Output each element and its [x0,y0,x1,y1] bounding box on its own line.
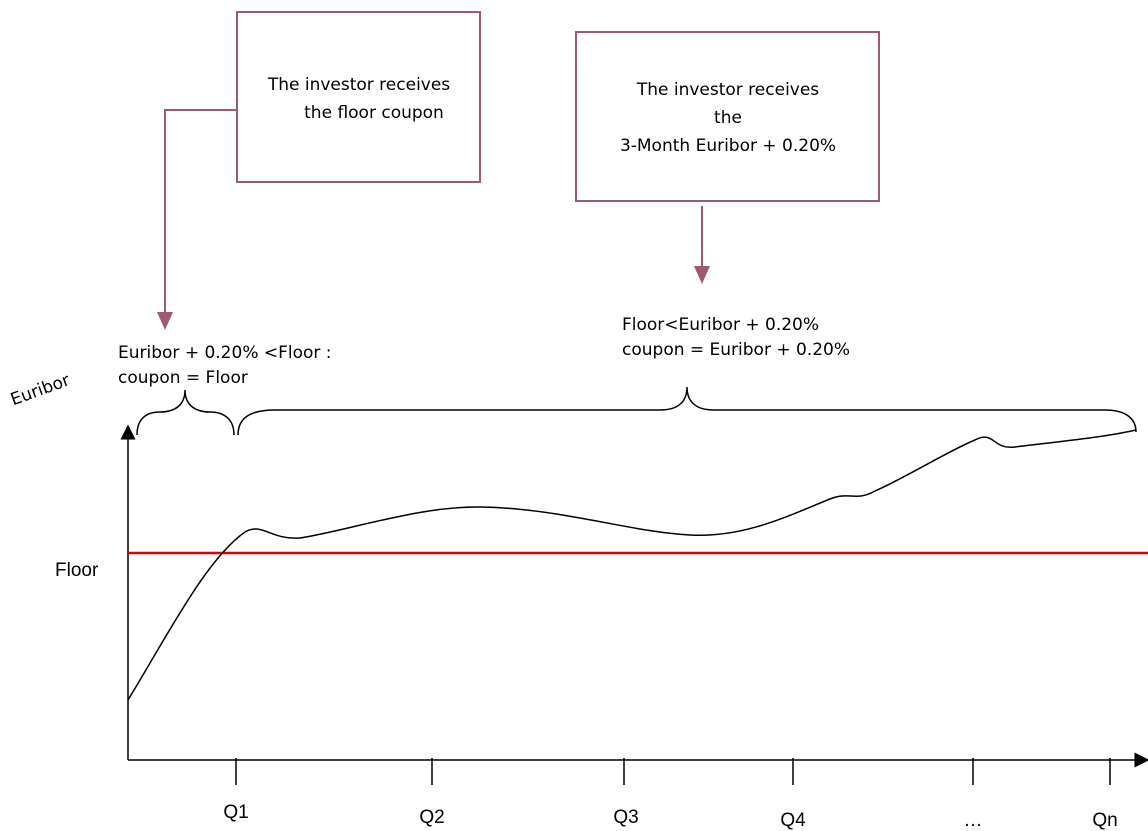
callout-euribor-coupon-box [575,31,880,202]
floor-label: Floor [55,560,99,581]
brace-floor-period [136,389,235,436]
x-tick-label-q1: Q1 [223,802,248,823]
callout-euribor-coupon-arrowhead [694,266,710,284]
brace-euribor-period [237,386,1137,436]
x-tick-label-ellipsis: … [964,810,983,831]
region-euribor-line-2: coupon = Euribor + 0.20% [622,340,850,360]
callout-euribor-coupon-line-1: The investor receives [636,80,819,100]
callout-floor-coupon: The investor receives the floor coupon [157,11,481,330]
callout-euribor-coupon-line-2: the [714,108,742,128]
callout-euribor-coupon: The investor receives the 3-Month Euribo… [575,31,880,284]
x-tick-label-q3: Q3 [613,807,638,828]
callout-floor-coupon-connector [164,109,237,312]
x-tick-label-q2: Q2 [419,807,444,828]
x-ticks [235,758,1111,785]
x-tick-label-q4: Q4 [780,810,806,831]
callout-floor-coupon-line-1: The investor receives [267,75,450,95]
x-tick-label-qn: Qn [1092,810,1117,831]
callout-floor-coupon-box [236,11,481,183]
region-floor-line-2: coupon = Floor [118,368,248,388]
region-floor-line-1: Euribor + 0.20% <Floor : [118,343,332,363]
euribor-curve [127,429,1137,701]
callout-floor-coupon-arrowhead [157,312,173,330]
region-euribor-line-1: Floor<Euribor + 0.20% [622,315,819,335]
callout-floor-coupon-line-2: the floor coupon [304,103,444,123]
callout-euribor-coupon-line-3: 3-Month Euribor + 0.20% [620,136,836,156]
y-axis-label: Euribor [8,370,73,410]
